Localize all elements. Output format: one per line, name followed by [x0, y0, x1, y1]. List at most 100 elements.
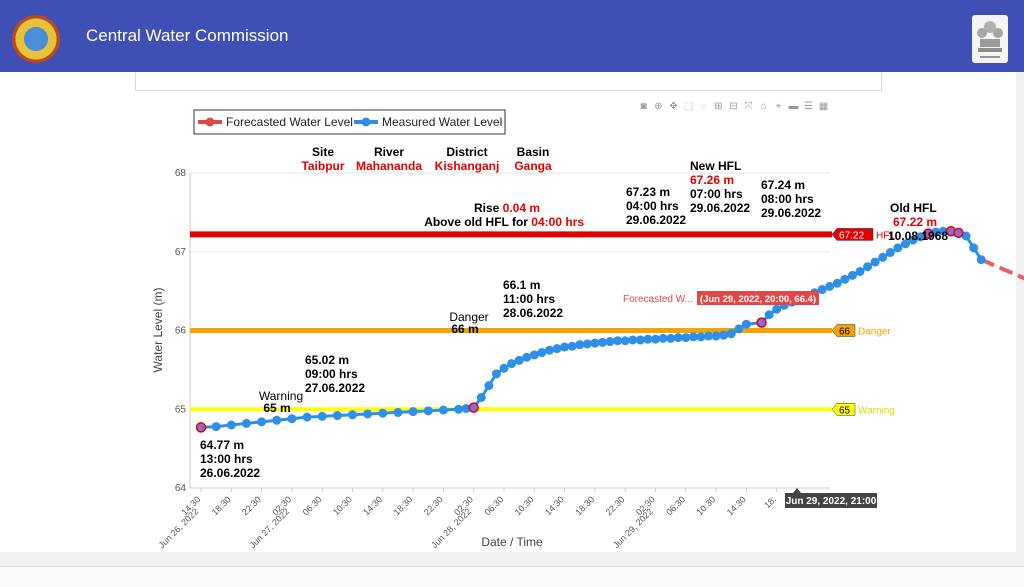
danger-level-name: Danger [858, 327, 891, 338]
p2-date-label: 28.06.2022 [503, 306, 563, 320]
y-tick-label: 68 [175, 168, 187, 179]
p4-level-label: 67.24 m [761, 178, 805, 192]
measured-point [363, 409, 372, 418]
x-tick-label: 06:30 [301, 494, 324, 517]
forecast-tooltip-series: Forecasted W... [623, 294, 693, 305]
x-tick-label: 18:30 [573, 494, 596, 517]
p3-date-label: 29.06.2022 [626, 213, 686, 227]
measured-point [742, 320, 751, 329]
start-level-label: 64.77 m [200, 438, 244, 452]
warning-level-name: Warning [858, 405, 895, 416]
start-time-label: 13:00 hrs [200, 452, 253, 466]
x-hover-text: Jun 29, 2022, 21:00 [786, 496, 877, 507]
old-hfl-value: 67.22 m [893, 215, 937, 229]
measured-point [969, 243, 978, 252]
basin-heading: Basin [517, 145, 550, 159]
p2-level-label: 66.1 m [503, 278, 540, 292]
highlighted-point [757, 318, 766, 327]
new-hfl-value: 67.26 m [690, 173, 734, 187]
warning-annotation-value: 65 m [263, 401, 290, 415]
measured-point [500, 364, 509, 373]
measured-point [227, 421, 236, 430]
chart-annotations: Warning 65 m Danger 66 m 64.77 m 13:00 h… [200, 159, 948, 480]
measured-point [333, 411, 342, 420]
x-tick-label: 22:30 [604, 494, 627, 517]
measured-point [348, 410, 357, 419]
measured-point [886, 248, 895, 257]
x-tick-label: 14:30 [725, 494, 748, 517]
measured-point [492, 369, 501, 378]
measured-point [303, 413, 312, 422]
x-tick-label: 18: [762, 494, 778, 510]
x-tick-date-label: Jun 27, 2022 [247, 506, 291, 550]
site-value: Taibpur [301, 159, 344, 173]
above-hfl-duration: 04:00 hrs [531, 215, 584, 229]
new-hfl-title: New HFL [690, 159, 741, 173]
measured-point [719, 331, 728, 340]
highlighted-point [197, 423, 206, 432]
district-heading: District [446, 145, 487, 159]
basin-value: Ganga [514, 159, 552, 173]
measured-point [439, 406, 448, 415]
warning-level-tag-text: 65 [839, 405, 851, 416]
measured-point [393, 408, 402, 417]
measured-point [424, 406, 433, 415]
above-hfl-annotation: Above old HFL for 04:00 hrs [424, 215, 584, 229]
x-tick-date-label: Jun 28, 2022 [429, 506, 473, 550]
y-tick-label: 64 [175, 483, 187, 494]
highlighted-point [469, 403, 478, 412]
measured-point [378, 409, 387, 418]
measured-point [734, 324, 743, 333]
measured-point [553, 344, 562, 353]
measured-point [272, 416, 281, 425]
above-hfl-prefix: Above old HFL for [424, 215, 531, 229]
measured-point [765, 310, 774, 319]
measured-point [568, 342, 577, 351]
x-tick-label: 10:30 [695, 494, 718, 517]
y-tick-label: 65 [175, 404, 187, 415]
x-tick-label: 14:30 [543, 494, 566, 517]
forecast-legend-label: Forecasted Water Level [226, 115, 353, 129]
forecast-line [981, 260, 1024, 299]
x-axis-label: Date / Time [481, 535, 543, 549]
y-axis-label: Water Level (m) [151, 288, 165, 373]
x-tick-label: 10:30 [331, 494, 354, 517]
site-heading: Site [312, 145, 334, 159]
y-tick-label: 66 [175, 326, 187, 337]
x-tick-label: 18:30 [210, 494, 233, 517]
danger-annotation-value: 66 m [451, 322, 478, 336]
old-hfl-title: Old HFL [890, 201, 937, 215]
district-value: Kishanganj [435, 159, 500, 173]
forecast-tooltip: Forecasted W... (Jun 29, 2022, 20:00, 66… [623, 291, 819, 305]
rise-annotation: Rise 0.04 m [474, 201, 540, 215]
measured-point [878, 253, 887, 262]
measured-point [863, 262, 872, 271]
p1-level-label: 65.02 m [305, 353, 349, 367]
p2-time-label: 11:00 hrs [503, 292, 555, 306]
measured-point [545, 346, 554, 355]
p3-level-label: 67.23 m [626, 185, 670, 199]
measured-point [287, 414, 296, 423]
x-tick-label: 06:30 [664, 494, 687, 517]
x-hover-pointer [793, 488, 801, 493]
p1-date-label: 27.06.2022 [305, 381, 365, 395]
measured-point [871, 257, 880, 266]
x-tick-label: 06:30 [482, 494, 505, 517]
start-date-label: 26.06.2022 [200, 466, 260, 480]
y-tick-label: 67 [175, 247, 187, 258]
measured-point [727, 329, 736, 338]
p4-time-label: 08:00 hrs [761, 192, 814, 206]
hfl-level-tag-text: 67.22 [839, 230, 864, 241]
measured-point [477, 393, 486, 402]
x-tick-label: 10:30 [513, 494, 536, 517]
measured-point [242, 419, 251, 428]
x-tick-label: 22:30 [422, 494, 445, 517]
site-info: Site Taibpur River Mahananda District Ki… [301, 145, 552, 173]
forecast-tooltip-text: (Jun 29, 2022, 20:00, 66.4) [700, 294, 816, 305]
river-value: Mahananda [356, 159, 422, 173]
new-hfl-time: 07:00 hrs [690, 187, 743, 201]
measured-legend-label: Measured Water Level [382, 115, 502, 129]
new-hfl-date: 29.06.2022 [690, 201, 750, 215]
